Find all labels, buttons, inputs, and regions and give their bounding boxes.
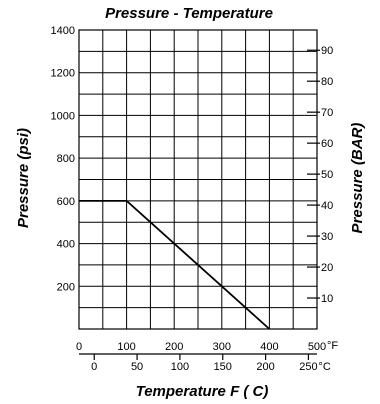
plot-frame <box>78 29 318 330</box>
y-left-tick-label: 600 <box>57 196 75 208</box>
x-primary-tick-label: 500 <box>308 341 326 353</box>
y-right-tick-label: 20 <box>321 262 333 274</box>
y-right-tick-label: 80 <box>321 76 333 88</box>
y-right-tick-label: 10 <box>321 293 333 305</box>
x-primary-unit-label: °F <box>327 340 338 352</box>
x-axis-label: Temperature F ( C) <box>136 383 269 400</box>
x-secondary-tick-label: 0 <box>91 361 97 373</box>
y-right-tick-label: 70 <box>321 107 333 119</box>
x-secondary-axis: 0 50 100 150 200 250 °C <box>79 353 331 373</box>
x-secondary-unit-label: °C <box>318 361 330 373</box>
y-left-tick-label: 1200 <box>51 68 75 80</box>
y-left-tick-label: 400 <box>57 239 75 251</box>
x-primary-tick-label: 400 <box>260 341 278 353</box>
x-secondary-tick-label: 250 <box>299 361 317 373</box>
x-secondary-tick-label: 100 <box>171 361 189 373</box>
y-right-tick-label: 50 <box>321 169 333 181</box>
series-lines <box>79 199 271 330</box>
y-axis-right-label: Pressure (BAR) <box>349 123 366 234</box>
y-left-tick-label: 800 <box>57 153 75 165</box>
y-left-tick-label: 200 <box>57 281 75 293</box>
x-primary-tick-label: 300 <box>213 341 231 353</box>
y-right-tick-label: 60 <box>321 138 333 150</box>
x-secondary-tick-label: 150 <box>214 361 232 373</box>
rating-curve <box>79 199 271 330</box>
y-right-tick-label: 90 <box>321 45 333 57</box>
left-axis-ticks: 200 400 600 800 1000 1200 1400 <box>51 25 75 293</box>
grid <box>79 30 317 329</box>
y-left-tick-label: 1400 <box>51 25 75 37</box>
x-primary-tick-label: 100 <box>117 341 135 353</box>
x-primary-tick-label: 200 <box>165 341 183 353</box>
x-primary-tick-label: 0 <box>76 341 82 353</box>
y-right-tick-label: 30 <box>321 231 333 243</box>
x-secondary-tick-label: 200 <box>256 361 274 373</box>
plot-border <box>78 29 318 330</box>
y-axis-left-label: Pressure (psi) <box>15 128 32 228</box>
chart-title: Pressure - Temperature <box>105 5 273 22</box>
x-secondary-tick-label: 50 <box>131 361 143 373</box>
y-left-tick-label: 1000 <box>51 110 75 122</box>
y-right-tick-label: 40 <box>321 200 333 212</box>
right-axis-ticks: 10 20 30 40 50 60 70 80 90 <box>307 45 333 305</box>
x-primary-axis: 0 100 200 300 400 500 °F <box>76 340 338 353</box>
